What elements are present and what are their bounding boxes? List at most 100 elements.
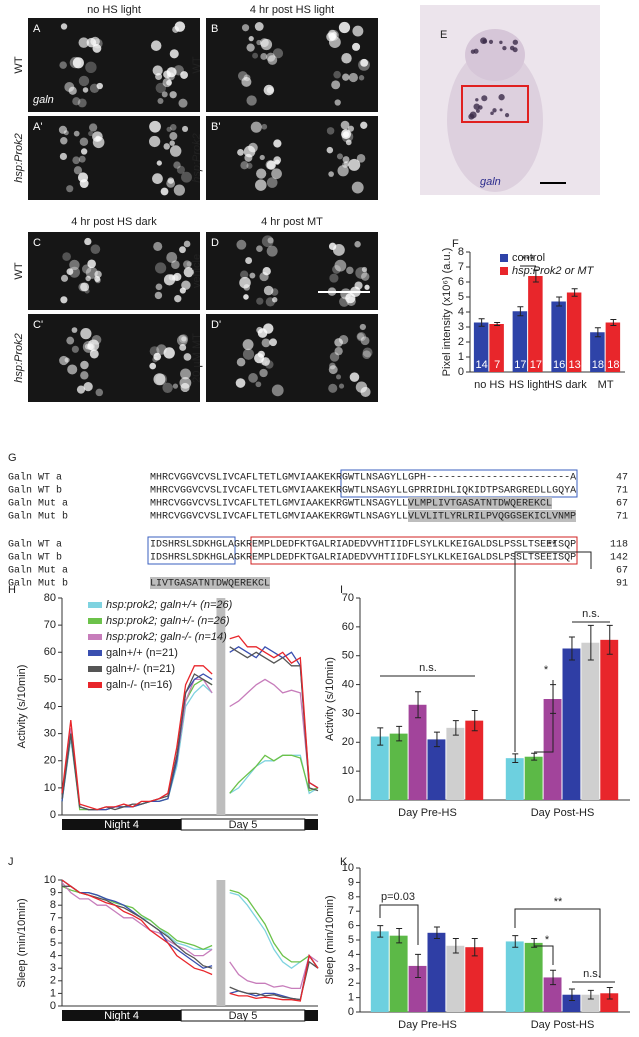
bar [446,727,465,800]
cell [169,124,177,131]
cell [59,152,68,161]
bar-n-label: 7 [494,359,500,371]
stain-dot [470,49,476,54]
seq-name: Galn Mut a [8,565,68,577]
annotation: ** [548,539,557,551]
cell [72,97,81,106]
night-bar [62,1010,182,1021]
cell [66,185,74,193]
y-tick-label: 60 [342,621,354,633]
period-label: Night 4 [104,819,139,831]
cell [169,49,179,59]
error-bar [587,989,594,1000]
cell [73,130,80,137]
y-tick-label: 80 [44,592,56,604]
cell [85,61,97,74]
cell [173,184,185,196]
y-tick-label: 5 [50,937,56,949]
significance-bracket [514,551,592,752]
legend-swatch [88,666,102,672]
cell [266,52,276,62]
cell [183,353,192,361]
panel-letter: D [211,237,219,249]
bar [465,720,484,800]
cell [360,58,369,67]
y-tick-label: 10 [342,862,354,874]
cell [266,160,276,170]
cell [348,72,358,83]
seq-name: Galn WT b [8,552,62,564]
y-tick-label: 2 [50,975,56,987]
legend-swatch [88,634,102,640]
cell [86,37,97,48]
legend-swatch [500,254,508,262]
cell [82,340,95,353]
cell [336,374,342,380]
domain-box [250,536,578,565]
seq-end: 47 [616,473,628,484]
cell [242,339,254,351]
cell [173,272,182,281]
error-bar [587,624,594,661]
cell [150,40,162,51]
error-bar [494,322,501,326]
cell [334,347,343,356]
legend-swatch [88,682,102,688]
cell [364,284,370,290]
error-bar [433,731,440,748]
heat-shock-period [216,598,226,815]
cell [157,97,164,104]
cell [60,23,68,30]
bar [562,648,581,800]
annotation: * [544,664,549,676]
stain-dot [492,108,497,113]
cell [356,332,366,342]
cell [259,271,269,282]
cell [183,240,191,248]
cell [361,272,370,281]
cell [152,65,163,76]
cell [149,346,160,357]
y-tick-label: 5 [348,934,354,946]
bar-n-label: 18 [607,359,619,371]
cell [60,274,69,282]
cell [243,284,251,291]
sequence: IDSHRSLSDKHGLAGKREMPLDEDFKTGALRIADEDVVHT… [150,540,576,551]
row-label: hsp:Prok2 [13,133,25,183]
cell [359,323,366,331]
y-tick-label: 7 [458,261,464,273]
legend-swatch [88,602,102,608]
error-bar [556,296,563,307]
panel-letter: D' [211,319,221,331]
cell [345,139,352,146]
cell [77,172,89,183]
row-label: vehicle [191,254,203,288]
cell [246,43,255,52]
cell [156,344,167,355]
cell [235,378,246,388]
annotation: * [545,934,550,946]
y-tick-label: 10 [342,765,354,777]
sequence: MHRCVGGVCVSLIVCAFLTETLGMVIAAKEKRGWTLNSAG… [150,486,576,497]
y-tick-label: 20 [342,736,354,748]
cell [153,241,163,252]
y-axis-title: Activity (s/10min) [16,665,28,749]
error-bar [415,691,422,719]
cell [263,323,274,334]
period-label: Day 5 [229,819,258,831]
cell [254,22,264,31]
bar [473,322,489,372]
stain-dot [502,46,507,51]
cell [246,95,257,106]
y-tick-label: 50 [44,673,56,685]
error-bar [532,269,539,283]
cell [263,285,274,296]
cell [172,26,180,33]
cell [179,287,186,294]
bar [512,311,528,372]
panel-letter: F [452,238,459,250]
cell [341,53,352,64]
cell [328,365,338,375]
stain-dot [498,94,505,101]
cell [87,259,96,269]
